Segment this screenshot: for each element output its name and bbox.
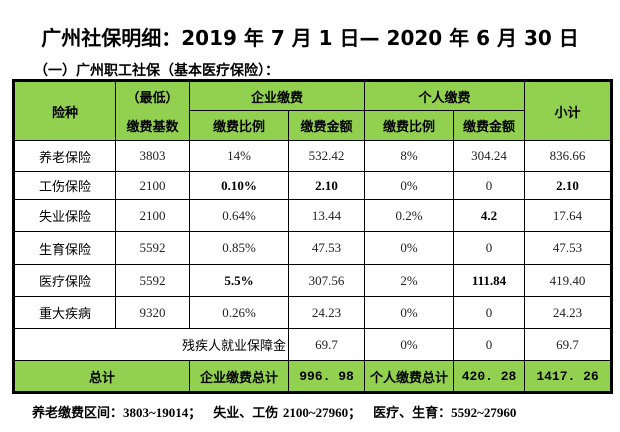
row-type: 重大疾病 [13, 296, 116, 329]
section-subtitle: （一）广州职工社保（基本医疗保险）： [34, 63, 279, 79]
row-type: 医疗保险 [13, 264, 116, 297]
company-total-value: 996. 98 [287, 360, 366, 393]
row-base: 2100 [115, 199, 190, 232]
disability-personal-amount: 0 [453, 328, 526, 361]
row-company-rate: 0.85% [189, 231, 289, 265]
table-row: 生育保险 5592 0.85% 47.53 0% 0 47.53 [13, 231, 613, 265]
grand-total-value: 1417. 26 [524, 360, 613, 393]
row-subtotal: 419.40 [524, 264, 613, 297]
row-type: 失业保险 [13, 199, 116, 232]
row-personal-rate: 0% [364, 231, 455, 265]
header-type: 险种 [13, 80, 116, 141]
row-personal-amount: 0 [453, 171, 526, 200]
row-company-rate: 14% [189, 140, 289, 172]
row-personal-amount: 0 [453, 296, 526, 329]
row-subtotal: 47.53 [524, 231, 613, 265]
pension-range-label: 养老缴费区间： [32, 406, 124, 421]
table-row: 医疗保险 5592 5.5% 307.56 2% 111.84 419.40 [13, 264, 613, 297]
page-title: 广州社保明细：2019 年 7 月 1 日— 2020 年 6 月 30 日 [41, 26, 579, 50]
row-personal-rate: 0% [364, 296, 455, 329]
row-base: 5592 [115, 231, 190, 265]
unemployment-range-label: 失业、工伤 [213, 406, 279, 421]
header-subtotal: 小计 [524, 80, 613, 141]
disability-subtotal: 69.7 [524, 328, 613, 361]
row-company-amount: 532.42 [287, 140, 366, 172]
disability-company-amount: 69.7 [287, 328, 366, 361]
row-subtotal: 836.66 [524, 140, 613, 172]
personal-total-value: 420. 28 [453, 360, 526, 393]
row-personal-amount: 4.2 [453, 199, 526, 232]
table-row: 养老保险 3803 14% 532.42 8% 304.24 836.66 [13, 140, 613, 172]
unemployment-range-value: 2100~27960； [282, 405, 362, 420]
row-base: 5592 [115, 264, 190, 297]
row-personal-rate: 2% [364, 264, 455, 297]
header-personal-rate: 缴费比例 [364, 110, 455, 141]
row-subtotal: 24.23 [524, 296, 613, 329]
row-company-rate: 0.10% [189, 171, 289, 200]
row-company-rate: 5.5% [189, 264, 289, 297]
medical-range-label: 医疗、生育： [373, 406, 452, 421]
table-row: 失业保险 2100 0.64% 13.44 0.2% 4.2 17.64 [13, 199, 613, 232]
row-base: 3803 [115, 140, 190, 172]
row-personal-amount: 111.84 [453, 264, 526, 297]
row-company-amount: 47.53 [287, 231, 366, 265]
row-subtotal: 2.10 [524, 171, 613, 200]
row-company-amount: 24.23 [287, 296, 366, 329]
total-row: 总计 企业缴费总计 996. 98 个人缴费总计 420. 28 1417. 2… [13, 360, 613, 393]
header-personal-amount: 缴费金额 [453, 110, 526, 141]
disability-label: 残疾人就业保障金 [13, 328, 289, 361]
total-label: 总计 [13, 360, 190, 393]
row-company-rate: 0.64% [189, 199, 289, 232]
row-personal-amount: 304.24 [453, 140, 526, 172]
row-personal-rate: 0% [364, 171, 455, 200]
header-base-line2: 缴费基数 [115, 110, 190, 141]
row-base: 9320 [115, 296, 190, 329]
row-company-amount: 2.10 [287, 171, 366, 200]
personal-total-label: 个人缴费总计 [364, 360, 455, 393]
social-insurance-table: 险种 （最低） 企业缴费 个人缴费 小计 缴费基数 缴费比例 缴费金额 缴费比例… [12, 79, 614, 394]
row-company-amount: 13.44 [287, 199, 366, 232]
header-company-rate: 缴费比例 [189, 110, 289, 141]
disability-personal-rate: 0% [364, 328, 455, 361]
row-personal-rate: 8% [364, 140, 455, 172]
table-row: 重大疾病 9320 0.26% 24.23 0% 0 24.23 [13, 296, 613, 329]
contribution-ranges: 养老缴费区间：3803~19014； 失业、工伤 2100~27960； 医疗、生育… [32, 402, 516, 421]
row-personal-rate: 0.2% [364, 199, 455, 232]
row-type: 生育保险 [13, 231, 116, 265]
row-subtotal: 17.64 [524, 199, 613, 232]
row-company-rate: 0.26% [189, 296, 289, 329]
header-personal: 个人缴费 [364, 80, 526, 111]
medical-range-value: 5592~27960 [451, 405, 517, 420]
row-base: 2100 [115, 171, 190, 200]
row-company-amount: 307.56 [287, 264, 366, 297]
table-row-disability: 残疾人就业保障金 69.7 0% 0 69.7 [13, 328, 613, 361]
pension-range-value: 3803~19014； [123, 405, 202, 420]
company-total-label: 企业缴费总计 [189, 360, 289, 393]
row-type: 养老保险 [13, 140, 116, 172]
row-personal-amount: 0 [453, 231, 526, 265]
table-row: 工伤保险 2100 0.10% 2.10 0% 0 2.10 [13, 171, 613, 200]
header-base-line1: （最低） [115, 80, 190, 111]
header-company: 企业缴费 [188, 80, 366, 111]
row-type: 工伤保险 [13, 171, 116, 200]
header-company-amount: 缴费金额 [287, 110, 366, 141]
